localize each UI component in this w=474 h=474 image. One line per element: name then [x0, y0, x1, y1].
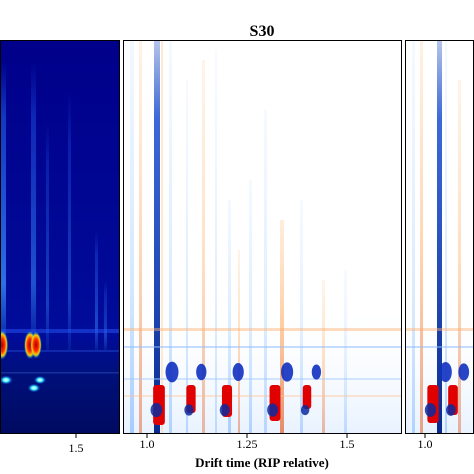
feature-decrease	[439, 361, 452, 383]
feature-decrease	[150, 402, 163, 418]
feature-decrease	[446, 404, 456, 416]
panel-right-features	[424, 361, 470, 423]
feature-decrease	[184, 404, 194, 416]
panel-middle-title: S30	[250, 23, 275, 40]
panel-left-features	[0, 330, 47, 393]
panel-middle	[123, 40, 402, 434]
panel-left-background	[0, 40, 120, 434]
x-tick-label: 1.5	[69, 441, 84, 455]
feature-peak-secondary	[27, 383, 41, 393]
feature-peak-secondary	[33, 375, 47, 385]
panel-left-horizontal-bands	[0, 329, 120, 374]
panel-middle-vertical-streaks	[130, 40, 347, 434]
feature-decrease	[281, 362, 294, 382]
panel-right	[405, 40, 474, 434]
feature-decrease	[196, 363, 207, 381]
feature-decrease	[311, 364, 322, 380]
feature-decrease	[424, 403, 437, 417]
panel-left-streaks	[0, 60, 107, 350]
feature-decrease	[267, 403, 279, 417]
x-axis-label: Drift time (RIP relative)	[195, 455, 329, 470]
feature-increase	[302, 385, 312, 409]
x-tick-label: 1.25	[237, 437, 258, 451]
panel-right-vertical-streaks	[412, 40, 461, 434]
x-tick-label: 1.0	[418, 437, 433, 451]
panel-middle-features	[150, 361, 322, 425]
x-tick-label: 1.5	[340, 437, 355, 451]
feature-peak	[0, 330, 9, 360]
panel-right-horizontal-bands	[405, 328, 474, 348]
feature-decrease	[232, 363, 244, 381]
feature-peak-secondary	[0, 375, 13, 385]
panel-middle-horizontal-bands	[123, 328, 402, 397]
panel-middle-frame	[123, 40, 402, 434]
panel-left-frame	[0, 40, 120, 434]
feature-decrease	[458, 363, 470, 381]
feature-peak	[30, 331, 42, 359]
feature-decrease	[300, 404, 310, 416]
feature-decrease	[219, 403, 230, 417]
panel-left	[0, 40, 120, 434]
feature-decrease	[165, 361, 179, 383]
x-tick-labels: 1.5 1.0 1.25 1.5 1.0	[69, 433, 433, 455]
x-tick-label: 1.0	[140, 437, 155, 451]
